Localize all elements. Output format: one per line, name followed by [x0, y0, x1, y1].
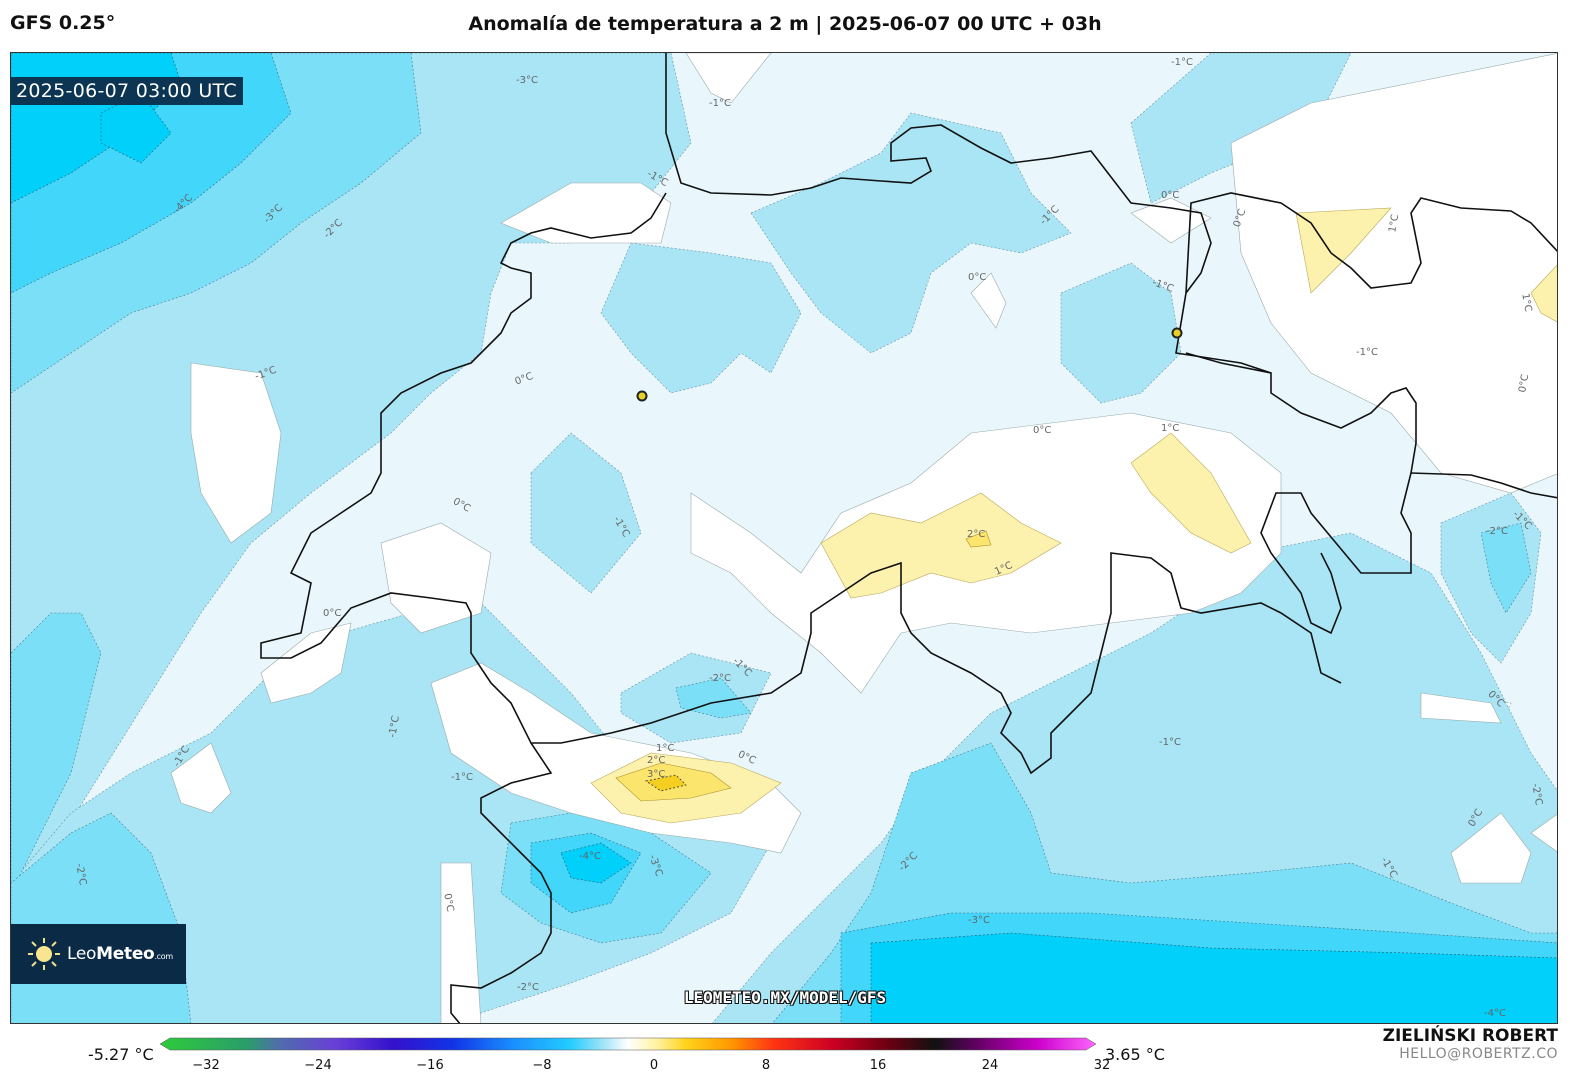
author-name: ZIELIŃSKI ROBERT	[1382, 1026, 1558, 1046]
colorbar-tick-label: −32	[192, 1058, 220, 1073]
city-markers	[636, 327, 1183, 402]
contour-label: -2°C	[709, 673, 731, 684]
contour-label: 2°C	[647, 755, 665, 766]
city-marker-vaduz	[1171, 327, 1183, 339]
colorbar-tick-label: 32	[1093, 1058, 1111, 1073]
map-canvas: -3°C -1°C -1°C -4°C -3°C -2°C -1°C 0°C -…	[11, 53, 1557, 1023]
contour-label: -4°C	[1484, 1008, 1506, 1019]
country-borders	[260, 53, 1557, 1023]
color-scale-bar	[160, 1037, 1096, 1051]
contour-label: -2°C	[1529, 783, 1544, 807]
timestamp-badge: 2025-06-07 03:00 UTC	[10, 77, 243, 105]
colorbar-tick-label: 24	[981, 1058, 999, 1073]
region-plus3	[644, 774, 687, 792]
contour-label: -1°C	[1171, 57, 1193, 68]
contour-label: 0°C	[441, 893, 455, 913]
contour-label: 0°C	[968, 272, 986, 283]
contour-label: 1°C	[1519, 293, 1533, 313]
contour-label: -2°C	[73, 863, 88, 887]
city-marker-bern	[636, 390, 648, 402]
legend-min-value: -5.27 °C	[88, 1045, 154, 1064]
contour-label: -1°C	[1159, 737, 1181, 748]
colorbar-tick-label: 8	[761, 1058, 771, 1073]
contour-label: 1°C	[1161, 423, 1179, 434]
colorbar-tick-label: −16	[416, 1058, 444, 1073]
colorbar-tick-label: −24	[304, 1058, 332, 1073]
sun-icon	[28, 938, 60, 970]
contour-label: 1°C	[656, 743, 674, 754]
colorbar-tick-label: −8	[532, 1058, 552, 1073]
legend-max-value: 3.65 °C	[1105, 1045, 1165, 1064]
contour-label: 3°C	[647, 769, 665, 780]
colorbar-tick-label: 16	[869, 1058, 887, 1073]
model-label: GFS 0.25°	[10, 12, 116, 34]
contour-label: -3°C	[516, 75, 538, 86]
contour-label: -1°C	[387, 715, 402, 739]
contour-label: 1°C	[1387, 213, 1401, 233]
contour-label: -3°C	[968, 915, 990, 926]
temperature-anomaly-map[interactable]: -3°C -1°C -1°C -4°C -3°C -2°C -1°C 0°C -…	[10, 52, 1558, 1024]
contour-label: -2°C	[1486, 526, 1508, 537]
contour-label: 0°C	[323, 608, 341, 619]
author-email[interactable]: HELLO@ROBERTZ.CO	[1399, 1046, 1558, 1062]
contour-label: 0°C	[1161, 190, 1179, 201]
contour-label: -4°C	[579, 851, 601, 862]
contour-label: 2°C	[967, 529, 985, 540]
colorbar-tick-label: 0	[649, 1058, 659, 1073]
contour-label: -1°C	[709, 98, 731, 109]
contour-label: 0°C	[1033, 425, 1051, 436]
site-watermark: LEOMETEO.MX/MODEL/GFS	[683, 988, 887, 1007]
logo-text: LeoMeteo.com	[67, 944, 173, 964]
contour-label: -1°C	[451, 772, 473, 783]
contour-label: 0°C	[1517, 373, 1531, 393]
contour-label: -1°C	[1356, 347, 1378, 358]
leometeo-logo[interactable]: LeoMeteo.com	[11, 924, 186, 984]
contour-label: -2°C	[517, 982, 539, 993]
colorbar-fill	[160, 1037, 1096, 1051]
map-title: Anomalía de temperatura a 2 m | 2025-06-…	[468, 13, 1102, 35]
